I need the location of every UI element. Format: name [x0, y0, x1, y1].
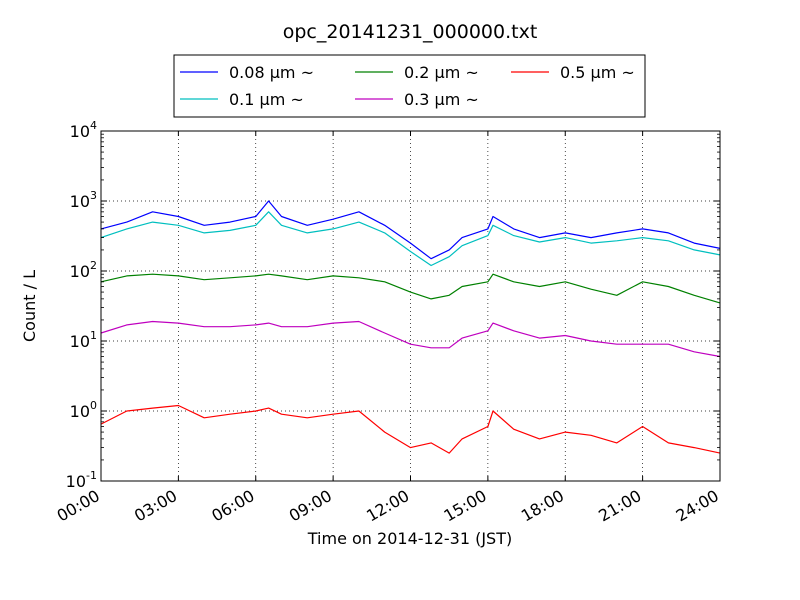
legend-label-3: 0.3 μm ~: [404, 90, 479, 109]
legend: 0.08 μm ~ 0.1 μm ~ 0.2 μm ~ 0.3 μm ~ 0.5 μm …: [173, 54, 646, 118]
y-tick-label: 100: [70, 399, 97, 421]
y-axis: 10-1 100 101 102 103 104: [66, 119, 720, 491]
legend-label-2: 0.2 μm ~: [404, 63, 479, 82]
y-tick-label: 10-1: [66, 469, 97, 491]
series-line-2: [100, 273, 721, 304]
legend-box: [173, 54, 646, 118]
y-tick-label: 101: [70, 329, 97, 351]
y-tick-label: 102: [70, 259, 97, 281]
legend-label-4: 0.5 μm ~: [560, 63, 635, 82]
series-line-3: [100, 320, 721, 358]
legend-label-0: 0.08 μm ~: [229, 63, 314, 82]
chart-title: opc_20141231_000000.txt: [283, 21, 538, 43]
y-tick-label: 104: [70, 119, 97, 141]
series-line-1: [100, 211, 721, 267]
series-lines: [100, 200, 721, 454]
legend-label-1: 0.1 μm ~: [229, 90, 304, 109]
series-line-0: [100, 200, 721, 260]
series-line-4: [100, 404, 721, 454]
x-axis-label: Time on 2014-12-31 (JST): [307, 529, 512, 548]
y-tick-label: 103: [70, 189, 97, 211]
y-axis-label: Count / L: [20, 270, 39, 342]
